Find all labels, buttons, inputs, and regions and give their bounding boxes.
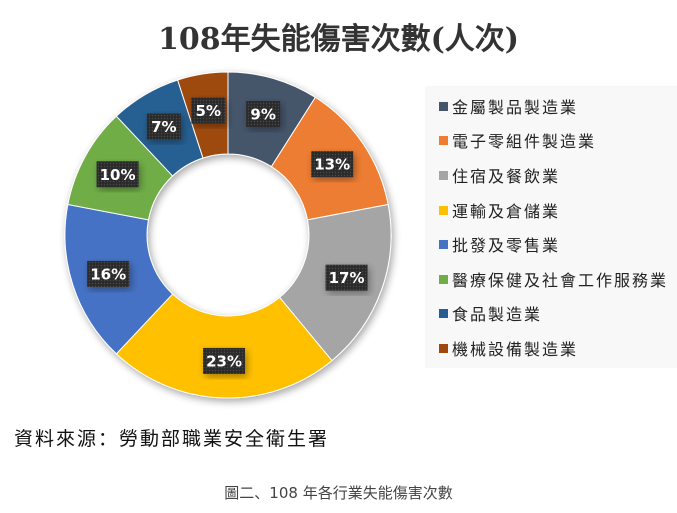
slice-data-label: 7% [146,113,181,140]
legend-swatch [439,135,448,145]
legend: 金屬製品製造業 電子零組件製造業 住宿及餐飲業 運輸及倉儲業 批發及零售業 醫療… [425,86,677,368]
legend-item: 批發及零售業 [439,232,560,256]
legend-label: 食品製造業 [452,305,543,324]
slice-data-label: 9% [246,101,281,128]
svg-text:16%: 16% [90,265,126,283]
legend-label: 醫療保健及社會工作服務業 [452,271,669,290]
legend-item: 電子零組件製造業 [439,128,596,152]
legend-swatch [439,205,448,215]
data-source-note: 資料來源：勞動部職業安全衛生署 [14,428,330,450]
svg-text:10%: 10% [100,166,136,184]
legend-item: 機械設備製造業 [439,336,578,360]
donut-chart: 9% 13% 17% 23% 16% 10% 7% 5% [55,60,405,410]
svg-text:5%: 5% [196,102,221,120]
slice-data-label: 17% [325,264,368,291]
slice-data-label: 13% [311,151,354,178]
svg-text:23%: 23% [206,352,242,370]
chart-title: 108年失能傷害次數(人次) [157,22,519,57]
legend-label: 運輸及倉儲業 [452,202,561,221]
legend-item: 運輸及倉儲業 [439,198,560,222]
slice-data-label: 16% [87,260,130,287]
legend-item: 金屬製品製造業 [439,94,578,118]
legend-item: 住宿及餐飲業 [439,163,560,187]
legend-label: 電子零組件製造業 [452,132,597,151]
donut-svg: 9% 13% 17% 23% 16% 10% 7% 5% [64,71,392,399]
legend-swatch [439,239,448,249]
legend-label: 機械設備製造業 [452,340,579,359]
slice-data-label: 10% [96,161,139,188]
svg-text:17%: 17% [329,269,365,287]
legend-swatch [439,170,448,180]
slice-data-label: 23% [203,347,246,374]
legend-label: 金屬製品製造業 [452,98,579,117]
legend-swatch [439,274,448,284]
legend-label: 批發及零售業 [452,236,561,255]
figure-caption: 圖二、108 年各行業失能傷害次數 [224,484,453,502]
svg-text:13%: 13% [314,156,350,174]
legend-item: 食品製造業 [439,301,542,325]
svg-text:7%: 7% [151,118,176,136]
slice-data-label: 5% [191,97,226,124]
legend-swatch [439,101,448,111]
legend-item: 醫療保健及社會工作服務業 [439,267,668,291]
donut-slice [115,293,333,399]
legend-swatch [439,343,448,353]
legend-swatch [439,308,448,318]
svg-text:9%: 9% [250,106,275,124]
legend-label: 住宿及餐飲業 [452,167,561,186]
